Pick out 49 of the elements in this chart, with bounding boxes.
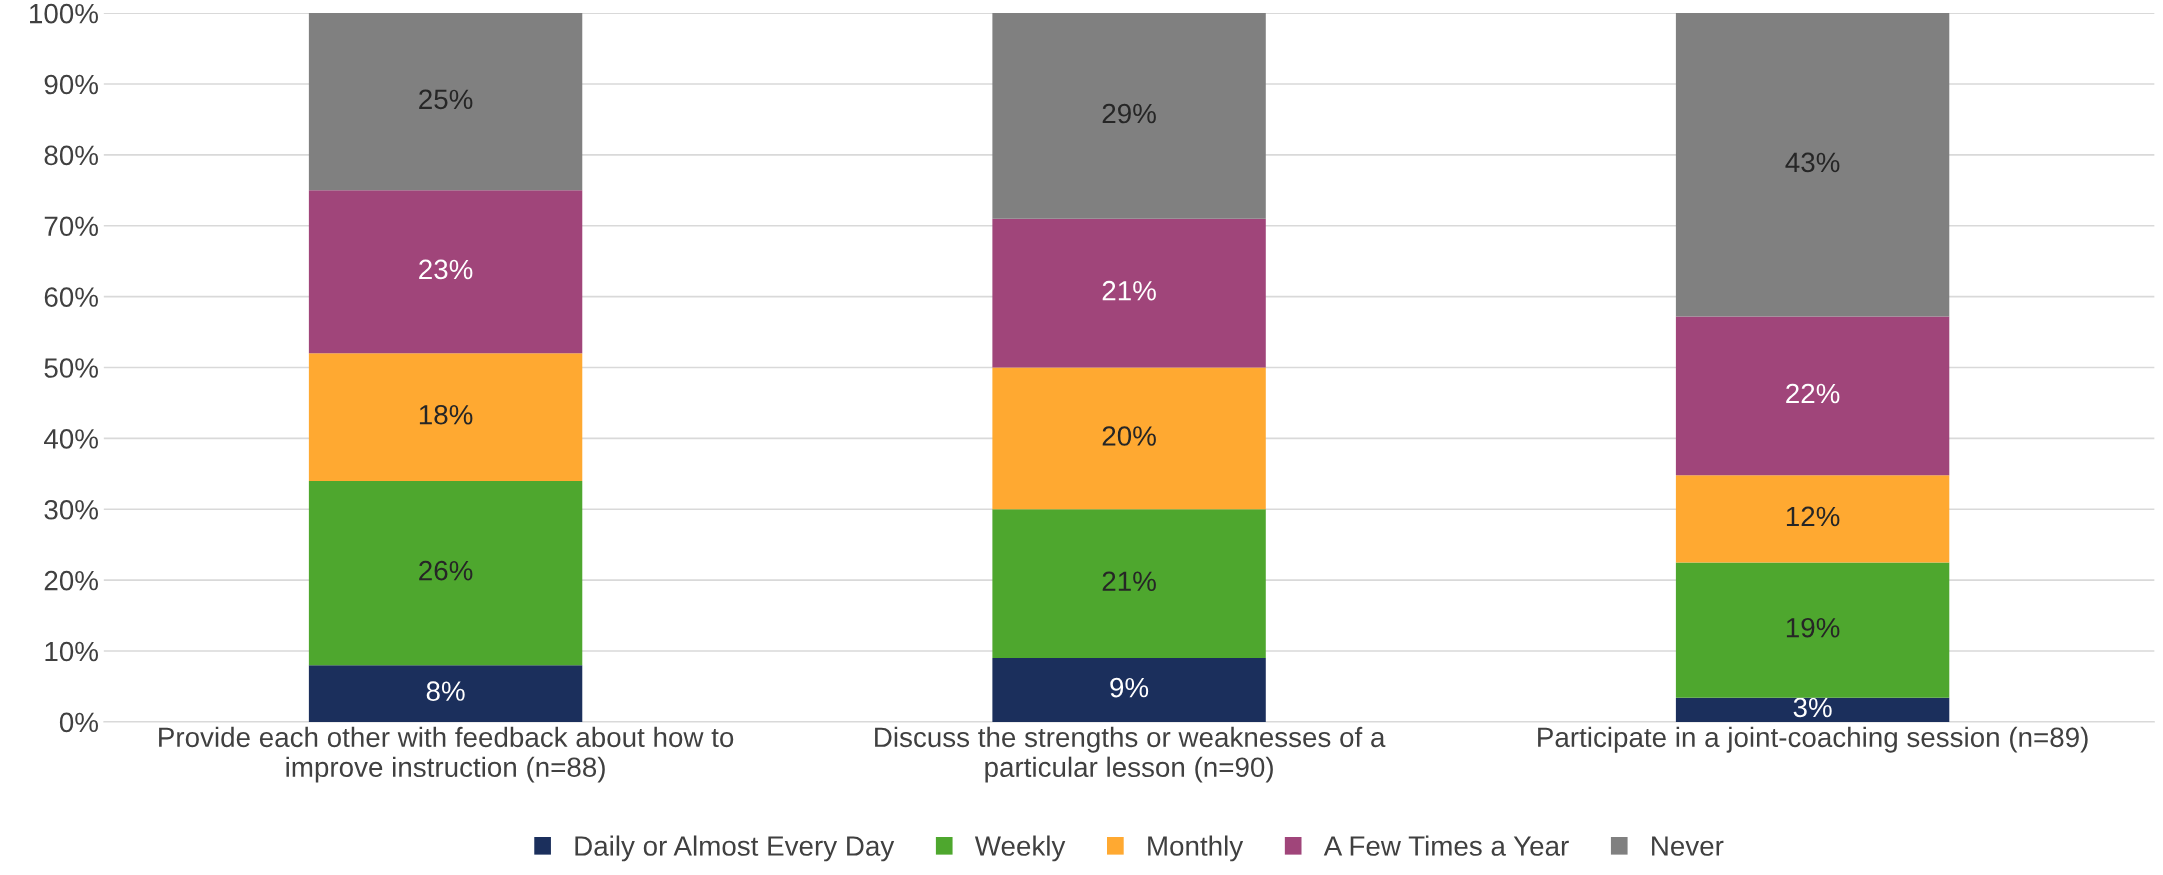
bar [992, 509, 1266, 659]
data-label: 21% [1102, 571, 1156, 592]
bar [308, 13, 583, 191]
legend-label: Never [1652, 836, 1724, 856]
bar [1675, 13, 1950, 317]
y-tick-label: 60% [44, 287, 98, 307]
y-tick-label: 100% [30, 3, 98, 24]
x-tick-label: Discuss the strengths or weaknesses of a particular lesson (n=90) [875, 726, 1386, 783]
data-label: 18% [419, 404, 473, 425]
y-tick-label: 20% [44, 570, 98, 591]
y-tick-label: 90% [44, 74, 98, 95]
x-tick-label: Participate in a joint-coaching session (n=89) [1538, 726, 2088, 753]
bar [1675, 562, 1950, 698]
bar [308, 190, 583, 354]
bar [308, 480, 583, 666]
legend-label: Monthly [1148, 835, 1244, 862]
bar [992, 218, 1266, 368]
bar [992, 658, 1266, 722]
data-label: 23% [419, 259, 473, 280]
y-tick-label: 50% [44, 358, 98, 378]
bar [1675, 316, 1950, 476]
legend-label: Weekly [974, 835, 1066, 862]
bar [308, 353, 583, 481]
bar [1675, 697, 1950, 722]
data-label: 12% [1786, 506, 1840, 527]
data-label: 9% [1110, 677, 1149, 698]
data-label: 25% [419, 89, 473, 110]
legend-label: Daily or Almost Every Day [575, 835, 895, 862]
legend-label: A Few Times a Year [1323, 835, 1569, 856]
bar [1675, 475, 1950, 563]
data-label: 26% [419, 560, 473, 581]
y-tick-label: 0% [59, 712, 98, 733]
data-label: 43% [1785, 152, 1840, 173]
data-label: 20% [1102, 426, 1156, 446]
data-label: 22% [1786, 383, 1840, 404]
bar [992, 13, 1266, 219]
bar [992, 367, 1266, 510]
y-tick-label: 40% [44, 429, 98, 449]
y-tick-label: 30% [44, 499, 98, 520]
y-tick-label: 70% [44, 216, 98, 237]
data-label: 21% [1102, 280, 1156, 301]
data-label: 3% [1793, 697, 1832, 718]
data-label: 19% [1786, 617, 1840, 638]
bar [308, 665, 583, 722]
y-tick-label: 10% [45, 641, 98, 662]
y-tick-label: 80% [44, 145, 98, 166]
data-label: 29% [1102, 103, 1156, 124]
x-tick-label: Provide each other with feedback about how to improve instruction (n=88) [159, 726, 734, 783]
data-label: 8% [426, 681, 465, 701]
